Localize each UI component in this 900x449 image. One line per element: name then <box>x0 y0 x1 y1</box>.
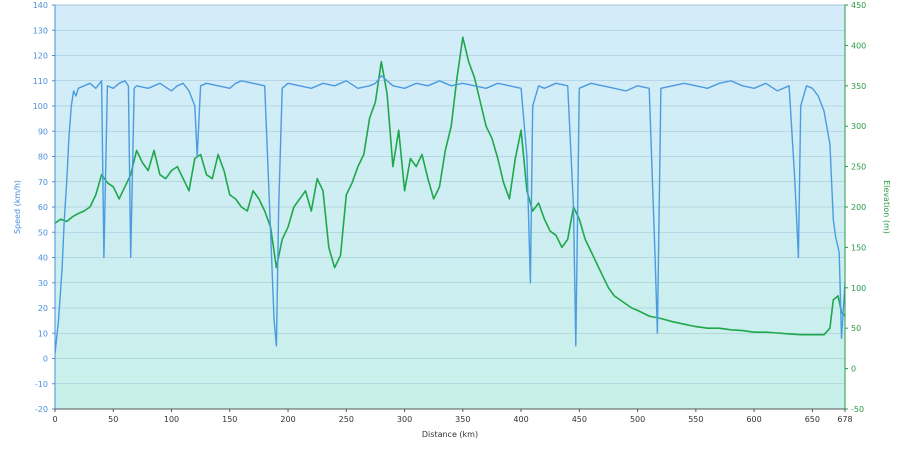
x-tick-label: 0 <box>52 415 57 424</box>
y-left-tick-label: 120 <box>33 52 48 61</box>
y-left-tick-label: 50 <box>38 228 48 237</box>
speed-line <box>55 75 845 354</box>
y-axis-left-title: Speed (km/h) <box>13 180 22 234</box>
y-left-tick-label: 10 <box>38 329 48 338</box>
axes: -20 -10 0 10 20 30 40 50 60 70 80 90 100 110 120 130 140… <box>33 1 867 424</box>
series-group <box>55 36 845 354</box>
x-tick-label: 300 <box>397 415 412 424</box>
y-left-tick-label: 130 <box>33 26 48 35</box>
y-right-tick-label: 150 <box>851 243 866 252</box>
y-right-tick-label: 250 <box>851 163 866 172</box>
y-left-tick-label: 40 <box>38 254 48 263</box>
x-tick-label: 100 <box>164 415 179 424</box>
y-right-tick-label: 450 <box>851 1 866 10</box>
x-tick-label: 150 <box>222 415 237 424</box>
y-left-tick-label: -10 <box>35 380 48 389</box>
x-axis-title: Distance (km) <box>422 430 478 439</box>
y-left-tick-label: 60 <box>38 203 48 212</box>
x-tick-label: 250 <box>339 415 354 424</box>
y-left-tick-label: 90 <box>38 127 48 136</box>
x-tick-label: 50 <box>108 415 118 424</box>
y-right-tick-label: 300 <box>851 122 866 131</box>
y-right-tick-label: 100 <box>851 284 866 293</box>
y-left-tick-label: 140 <box>33 1 48 10</box>
y-left-tick-label: 80 <box>38 153 48 162</box>
x-tick-label: 678 <box>837 415 852 424</box>
y-left-tick-label: 100 <box>33 102 48 111</box>
x-tick-label: 200 <box>280 415 295 424</box>
y-right-tick-label: 200 <box>851 203 866 212</box>
elevation-line <box>55 36 845 336</box>
x-tick-label: 500 <box>630 415 645 424</box>
y-right-tick-label: -50 <box>851 405 864 414</box>
y-left-tick-label: 0 <box>43 355 48 364</box>
y-right-tick-label: 0 <box>851 365 856 374</box>
y-right-tick-label: 350 <box>851 82 866 91</box>
y-left-tick-label: -20 <box>35 405 48 414</box>
y-right-tick-label: 50 <box>851 324 861 333</box>
x-tick-label: 450 <box>572 415 587 424</box>
y-left-tick-label: 30 <box>38 279 48 288</box>
x-tick-label: 400 <box>513 415 528 424</box>
y-left-tick-label: 110 <box>33 77 48 86</box>
x-tick-label: 350 <box>455 415 470 424</box>
x-tick-label: 600 <box>746 415 761 424</box>
y-left-tick-label: 20 <box>38 304 48 313</box>
y-left-tick-label: 70 <box>38 178 48 187</box>
x-tick-label: 650 <box>805 415 820 424</box>
y-right-tick-label: 400 <box>851 41 866 50</box>
x-tick-label: 550 <box>688 415 703 424</box>
y-axis-right-title: Elevation (m) <box>882 180 891 234</box>
